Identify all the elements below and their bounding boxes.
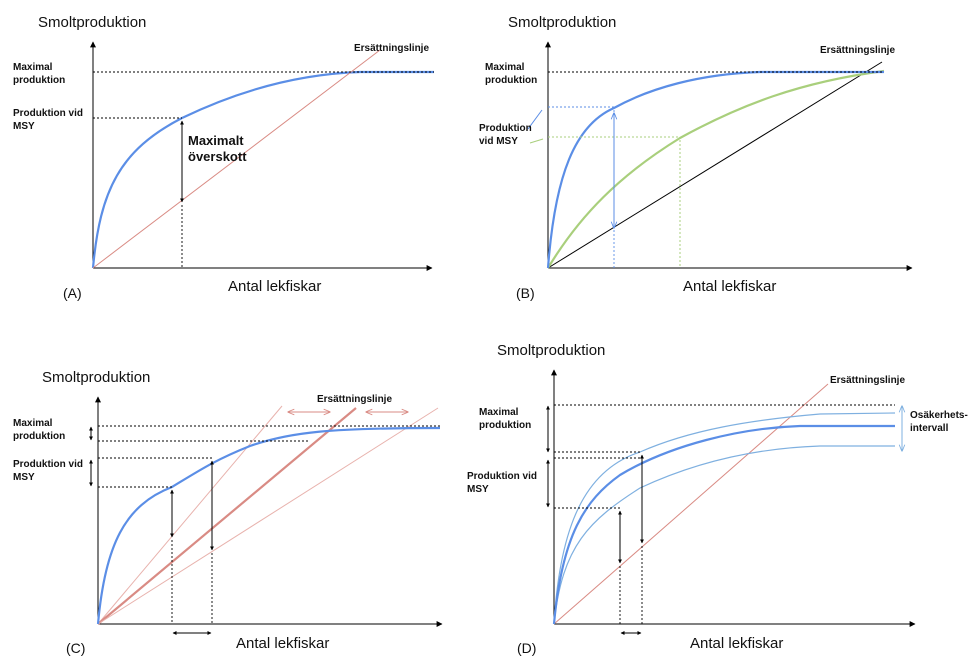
replacement-line-label: Ersättningslinje — [830, 375, 905, 386]
panel-a: Smoltproduktion Maximal produktion Produ… — [13, 14, 434, 301]
msy-label: Produktion vid MSY — [13, 459, 86, 483]
msy-pointer-blue — [527, 109, 543, 130]
stock-recruitment-curve — [546, 70, 884, 269]
replacement-line — [553, 383, 829, 625]
replacement-line-label: Ersättningslinje — [354, 43, 429, 54]
msy-label: Produktion vid MSY — [467, 471, 540, 495]
replacement-line-steep — [97, 405, 283, 625]
x-axis-label: Antal lekfiskar — [690, 635, 783, 652]
stock-recruitment-curve — [96, 426, 441, 625]
y-axis-label: Smoltproduktion — [38, 14, 146, 31]
y-axis-label: Smoltproduktion — [42, 369, 150, 386]
y-axis-label: Smoltproduktion — [508, 14, 616, 31]
msy-pointer-green — [529, 138, 544, 144]
x-axis-label: Antal lekfiskar — [236, 635, 329, 652]
x-axis-label: Antal lekfiskar — [683, 278, 776, 295]
stock-recruitment-curve — [552, 424, 895, 625]
x-axis-label: Antal lekfiskar — [228, 278, 321, 295]
replacement-line-label: Ersättningslinje — [317, 394, 392, 405]
replacement-line-label: Ersättningslinje — [820, 45, 895, 56]
replacement-line — [92, 49, 381, 269]
uncertainty-label: Osäkerhets- intervall — [910, 410, 971, 434]
replacement-line — [547, 61, 883, 269]
panel-c: Smoltproduktion Maximal produktion Produ… — [13, 369, 443, 656]
panel-label: (D) — [517, 640, 536, 656]
surplus-label: Maximalt överskott — [188, 133, 247, 164]
panel-label: (B) — [516, 285, 535, 301]
panel-label: (A) — [63, 285, 82, 301]
y-axis-label: Smoltproduktion — [497, 342, 605, 359]
uncertainty-lower-curve — [553, 445, 895, 625]
msy-label: Produktion vid MSY — [13, 108, 86, 132]
max-production-label: Maximal produktion — [13, 62, 65, 86]
msy-label: Produktion vid MSY — [479, 123, 535, 147]
panel-label: (C) — [66, 640, 85, 656]
panel-d: Smoltproduktion Maximal produktion Produ… — [467, 342, 971, 656]
max-production-label: Maximal produktion — [479, 407, 531, 431]
alternative-curve — [547, 69, 885, 269]
uncertainty-upper-curve — [553, 412, 896, 625]
stock-recruitment-curve — [91, 70, 434, 269]
replacement-line — [97, 407, 357, 625]
max-production-label: Maximal produktion — [485, 62, 537, 86]
replacement-line-shallow — [97, 407, 439, 625]
panel-b: Smoltproduktion Maximal produktion Produ… — [479, 14, 913, 301]
max-production-label: Maximal produktion — [13, 418, 65, 442]
